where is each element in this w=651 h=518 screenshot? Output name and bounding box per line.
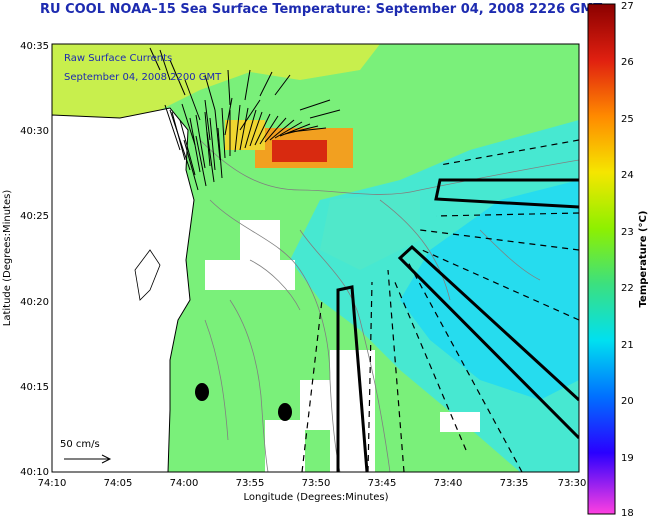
- scale-label: 50 cm/s: [60, 439, 100, 450]
- x-tick: 74:10: [38, 478, 67, 489]
- missing-data-patch: [240, 220, 280, 260]
- y-tick: 40:20: [20, 297, 49, 308]
- y-tick: 40:15: [20, 382, 49, 393]
- y-tick: 40:25: [20, 211, 49, 222]
- colorbar: [587, 3, 616, 515]
- missing-data-patch: [152, 198, 174, 212]
- x-axis-label: Longitude (Degrees:Minutes): [243, 492, 388, 503]
- warm-anomaly-core: [272, 140, 327, 162]
- cold-offshore-core: [400, 180, 579, 400]
- station-marker: [195, 383, 209, 401]
- plot-frame: [51, 43, 580, 473]
- survey-boxes: [336, 178, 579, 472]
- colorbar-tick: 23: [621, 227, 634, 238]
- missing-data-patch: [205, 260, 295, 290]
- map-title: RU COOL NOAA–15 Sea Surface Temperature:…: [40, 2, 603, 17]
- missing-data-patch: [300, 380, 335, 430]
- x-tick: 73:55: [236, 478, 265, 489]
- colorbar-ticks: 27 26 25 24 23 22 21 20 19 18: [621, 1, 634, 518]
- x-tick: 73:30: [558, 478, 587, 489]
- colorbar-tick: 27: [621, 1, 634, 12]
- bay-outline: [134, 249, 161, 301]
- missing-data-patch: [265, 420, 305, 472]
- station-marker: [278, 403, 292, 421]
- colorbar-label: Temperature (°C): [638, 211, 649, 308]
- x-tick: 73:50: [302, 478, 331, 489]
- scale-arrow-head: [101, 454, 112, 464]
- colorbar-tick: 20: [621, 396, 634, 407]
- colorbar-tick: 22: [621, 283, 634, 294]
- dashed-transects: [301, 139, 579, 472]
- map-plot-area: [52, 44, 579, 472]
- cyan-band-east: [320, 190, 420, 270]
- x-tick: 74:05: [104, 478, 133, 489]
- x-tick: 73:35: [500, 478, 529, 489]
- overlay-line-2: September 04, 2008 2200 GMT: [64, 72, 222, 83]
- missing-data-patch: [440, 412, 480, 432]
- x-tick: 73:45: [368, 478, 397, 489]
- colorbar-tick: 21: [621, 340, 634, 351]
- y-axis-label: Latitude (Degrees:Minutes): [2, 190, 13, 327]
- x-tick: 73:40: [434, 478, 463, 489]
- y-tick: 40:35: [20, 41, 49, 52]
- y-tick: 40:10: [20, 467, 49, 478]
- overlay-line-1: Raw Surface Currents: [64, 53, 172, 64]
- y-tick-labels: 40:35 40:30 40:25 40:20 40:15 40:10: [20, 41, 49, 478]
- colorbar-tick: 19: [621, 453, 634, 464]
- warm-north-band: [52, 44, 380, 120]
- colorbar-tick: 24: [621, 170, 634, 181]
- colorbar-tick: 25: [621, 114, 634, 125]
- bathymetry-contours: [199, 139, 579, 472]
- x-tick: 74:00: [170, 478, 199, 489]
- colorbar-tick: 26: [621, 57, 634, 68]
- y-tick: 40:30: [20, 126, 49, 137]
- x-tick-labels: 74:10 74:05 74:00 73:55 73:50 73:45 73:4…: [38, 478, 587, 489]
- colorbar-tick: 18: [621, 508, 634, 518]
- surface-current-vectors: [149, 47, 341, 191]
